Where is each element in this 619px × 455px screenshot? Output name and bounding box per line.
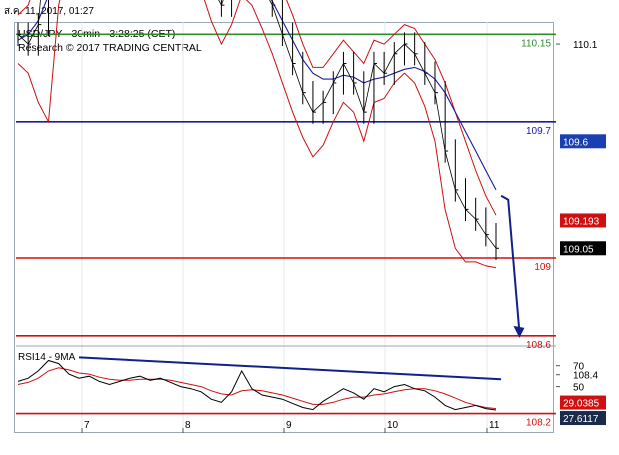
price-tag-label: 109.6 — [563, 137, 588, 148]
price-tag-label: 109.193 — [563, 216, 600, 227]
projection-arrowhead — [513, 325, 525, 338]
rsi-tag — [560, 395, 606, 410]
rsi-tag — [560, 411, 606, 426]
level-label: 110.15 — [521, 38, 551, 49]
rsi-tag-label: 29.0385 — [563, 399, 600, 410]
level-label: 109 — [534, 262, 551, 273]
rsi-tag-label: 27.6117 — [563, 414, 599, 425]
x-tick-label: 11 — [489, 420, 500, 431]
price-tag — [560, 134, 606, 149]
chart-subtitle: Research © 2017 TRADING CENTRAL — [18, 42, 202, 54]
upper-band-line — [17, 0, 497, 216]
lower-band-line — [17, 0, 497, 269]
x-tick-label: 7 — [84, 420, 90, 431]
price-line — [17, 0, 497, 249]
rsi-divergence-line — [78, 356, 502, 381]
price-tick-label: 108.4 — [573, 371, 598, 382]
rsi-line — [17, 359, 497, 411]
rsi-label: RSI14 - 9MA — [18, 352, 76, 363]
level-label: 108.6 — [526, 340, 551, 351]
moving-average-line — [17, 0, 497, 191]
price-tag — [560, 213, 606, 228]
x-tick-label: 9 — [286, 420, 292, 431]
projection-arrow — [500, 194, 521, 332]
rsi-ma-line — [17, 367, 497, 410]
price-tag — [560, 241, 606, 256]
rsi-tick-label: 50 — [573, 383, 585, 394]
x-tick-label: 10 — [387, 420, 399, 431]
rsi-tick-label: 70 — [573, 362, 585, 373]
price-tick-label: 110.1 — [573, 40, 598, 51]
level-label: 108.2 — [526, 418, 551, 429]
price-tag-label: 109.05 — [563, 244, 594, 255]
x-tick-label: 8 — [185, 420, 191, 431]
level-label: 109.7 — [526, 126, 551, 137]
